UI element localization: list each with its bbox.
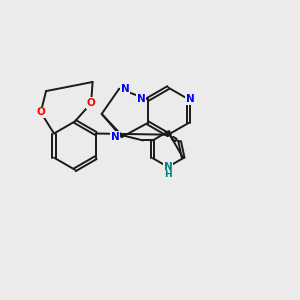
- Text: O: O: [87, 98, 95, 108]
- Text: H: H: [164, 170, 172, 179]
- Text: N: N: [137, 94, 146, 104]
- Text: N: N: [186, 94, 194, 104]
- Text: N: N: [164, 162, 172, 172]
- Text: O: O: [36, 107, 45, 117]
- Text: N: N: [111, 132, 119, 142]
- Text: N: N: [121, 84, 129, 94]
